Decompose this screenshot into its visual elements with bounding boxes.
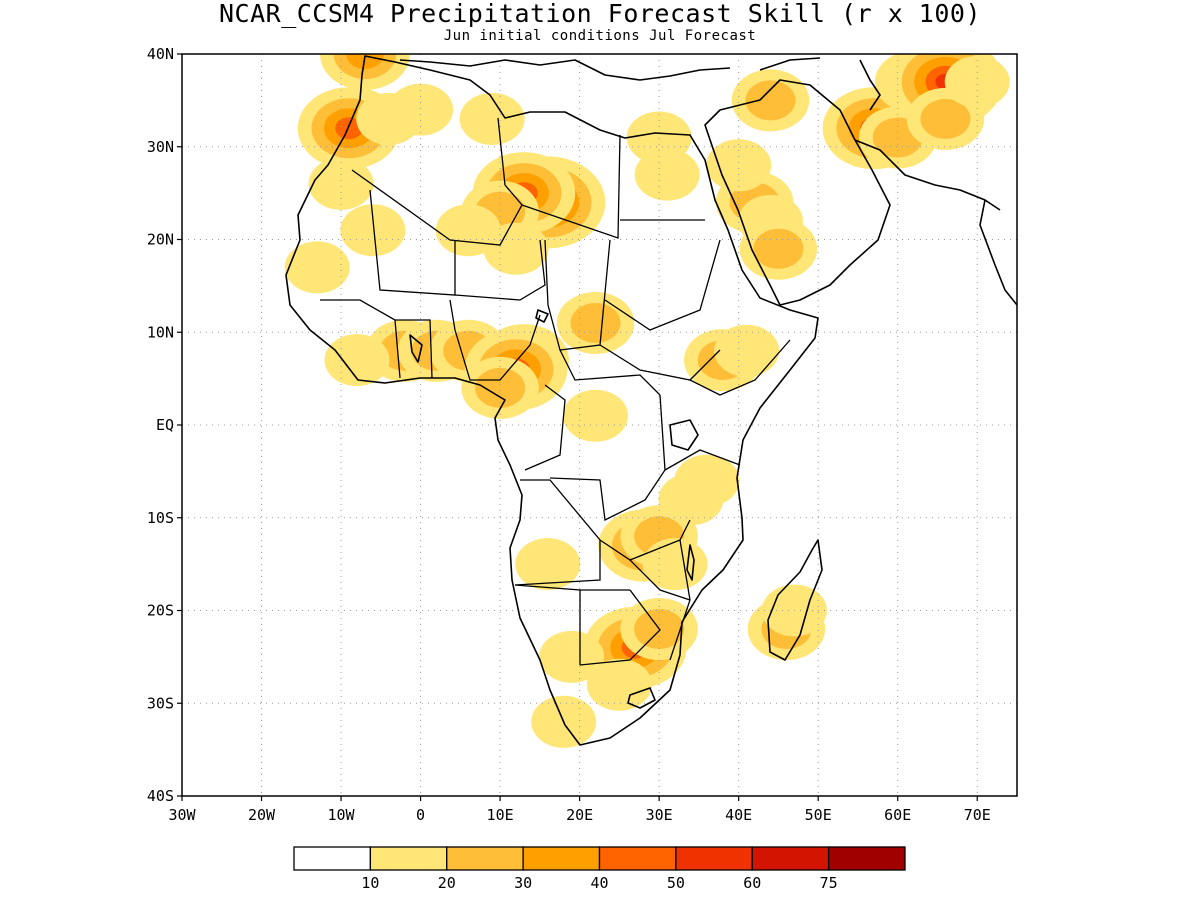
colorbar-label: 50 (667, 874, 685, 892)
lat-tick-label: 20N (147, 231, 174, 249)
lon-tick-label: 20E (566, 806, 593, 824)
skill-contour-11-level-1 (308, 157, 374, 210)
skill-contour-41-level-1 (706, 139, 772, 192)
border-sudan (604, 239, 721, 331)
lat-tick-label: 30N (147, 138, 174, 156)
lon-tick-label: 10W (328, 806, 356, 824)
skill-contour-48-level-1 (944, 55, 1010, 108)
coastlines (285, 55, 1017, 746)
colorbar-label: 60 (743, 874, 761, 892)
skill-contour-7-level-4 (335, 117, 363, 140)
skill-contour-47-level-2 (920, 98, 971, 139)
lat-tick-label: EQ (156, 416, 174, 434)
border-congo-drc (524, 384, 666, 521)
border-niger (454, 239, 546, 301)
lon-tick-label: 0 (416, 806, 425, 824)
skill-contour-12-level-1 (340, 204, 406, 257)
border-east-africa (664, 449, 741, 471)
lon-tick-label: 40E (725, 806, 752, 824)
colorbar-label: 20 (438, 874, 456, 892)
colorbar-swatch-1 (369, 846, 448, 871)
colorbar-swatch-6 (751, 846, 830, 871)
map-title: NCAR_CCSM4 Precipitation Forecast Skill … (218, 0, 981, 28)
border-algeria (351, 117, 523, 246)
arabia-coastline (704, 79, 891, 306)
skill-contour-29-level-1 (515, 538, 581, 591)
border-west-africa (320, 299, 433, 379)
lon-tick-label: 60E (884, 806, 911, 824)
lat-tick-label: 10N (147, 323, 174, 341)
skill-contour-9-level-1 (388, 83, 454, 136)
skill-contour-16-level-1 (324, 334, 390, 387)
skill-contour-33-level-1 (539, 630, 605, 683)
border-libya (521, 134, 621, 239)
map-subtitle: Jun initial conditions Jul Forecast (443, 28, 757, 44)
lake-volta (409, 334, 423, 363)
lon-tick-label: 70E (964, 806, 991, 824)
colorbar-swatch-4 (598, 846, 677, 871)
border-ethiopia (689, 339, 791, 396)
border-mozambique (629, 539, 691, 661)
india-coastline (979, 199, 1017, 306)
border-botswana (579, 589, 661, 666)
colorbar: 10 20 30 40 50 60 75 (293, 846, 906, 892)
skill-contour-22-level-1 (563, 389, 629, 442)
skill-contour-51-level-1 (634, 148, 700, 201)
lake-malawi (686, 544, 695, 581)
colorbar-label: 75 (820, 874, 838, 892)
lon-tick-label: 10E (487, 806, 514, 824)
lat-tick-label: 40N (147, 45, 174, 63)
skill-contour-5-level-1 (483, 222, 549, 275)
lon-tick-label: 30W (168, 806, 196, 824)
lat-tick-label: 30S (147, 694, 174, 712)
mediterranean-north-coastline (399, 59, 731, 81)
skill-contour-34-level-1 (586, 658, 652, 711)
lon-tick-label: 30E (646, 806, 673, 824)
colorbar-label: 10 (361, 874, 379, 892)
lake-chad (535, 309, 549, 323)
colorbar-label: 30 (514, 874, 532, 892)
skill-contour-40-level-2 (753, 228, 804, 269)
colorbar-swatch-3 (522, 846, 601, 871)
gridlines (182, 54, 1017, 796)
lon-tick-label: 50E (805, 806, 832, 824)
colorbar-swatch-2 (446, 846, 524, 871)
skill-contour-21-level-2 (570, 302, 621, 343)
border-namibia (514, 584, 630, 665)
skill-contour-24-level-1 (714, 324, 780, 377)
border-south-sudan (599, 344, 721, 381)
lesotho-border (627, 687, 656, 709)
country-borders (320, 117, 791, 666)
lat-tick-label: 40S (147, 787, 174, 805)
skill-contour-20-level-2 (475, 367, 526, 408)
skill-shading-layer (284, 54, 1010, 748)
lat-tick-label: 10S (147, 509, 174, 527)
africa-coastline (285, 55, 819, 746)
lat-tick-label: 20S (147, 602, 174, 620)
colorbar-swatch-7 (827, 846, 906, 871)
border-zambia (599, 519, 691, 561)
black-caspian-coastline (759, 57, 881, 111)
madagascar-coastline (767, 539, 823, 661)
border-nigeria (449, 299, 541, 381)
skill-contour-13-level-1 (284, 241, 350, 294)
colorbar-swatch-0 (293, 846, 372, 871)
skill-contour-42-level-2 (745, 80, 796, 121)
lon-tick-label: 20W (248, 806, 276, 824)
border-mali (369, 189, 456, 296)
lake-victoria (669, 419, 699, 451)
border-car (559, 349, 661, 396)
colorbar-label: 40 (590, 874, 608, 892)
colorbar-swatch-5 (675, 846, 753, 871)
skill-contour-10-level-1 (459, 92, 525, 145)
